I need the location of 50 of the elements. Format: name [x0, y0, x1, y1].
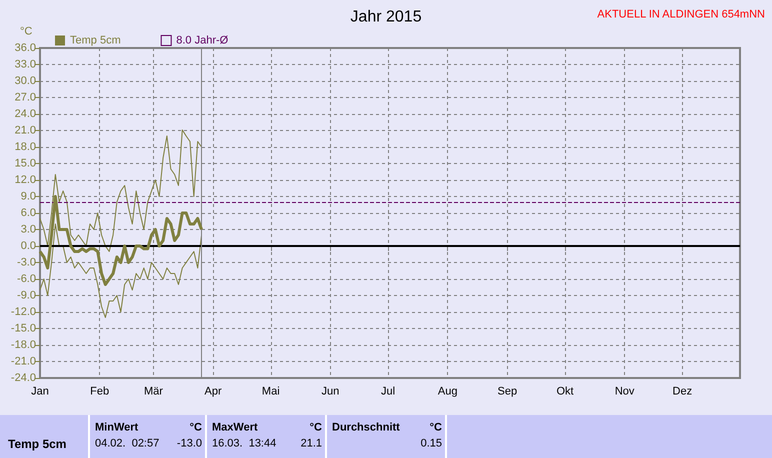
text: 16.03. 13:44 [212, 438, 276, 450]
text: °C [430, 422, 442, 434]
text: MaxWert [212, 422, 258, 434]
y-tick-label: 12.0 [14, 174, 36, 186]
text: 04.02. 02:57 [95, 438, 160, 450]
x-tick-label: Mai [262, 386, 280, 398]
x-tick-label: Jan [31, 386, 49, 398]
y-tick-label: 0.0 [20, 240, 36, 252]
y-tick-label: -6.0 [17, 273, 36, 285]
x-tick-label: Okt [556, 386, 574, 398]
y-tick-label: 27.0 [14, 92, 36, 104]
text: °C [310, 422, 322, 434]
y-tick-label: -15.0 [10, 322, 36, 334]
legend-label: Temp 5cm [70, 34, 121, 46]
x-tick-label: Jun [322, 386, 340, 398]
text: MinWert [95, 422, 139, 434]
y-tick-label: -18.0 [10, 339, 36, 351]
y-tick-label: 21.0 [14, 124, 36, 136]
text: AKTUELL IN ALDINGEN 654mNN [597, 8, 766, 20]
x-tick-label: Feb [90, 386, 110, 398]
y-axis-title: °C [20, 26, 32, 38]
y-tick-label: -12.0 [10, 306, 36, 318]
text: Temp 5cm [8, 437, 66, 451]
x-tick-label: Aug [438, 386, 458, 398]
chart-title: Jahr 2015 [350, 8, 422, 26]
y-tick-label: 9.0 [20, 190, 36, 202]
y-tick-label: -21.0 [10, 356, 36, 368]
text: 0.15 [420, 438, 442, 450]
x-tick-label: Apr [204, 386, 222, 398]
text: -13.0 [176, 438, 202, 450]
y-tick-label: 15.0 [14, 158, 36, 170]
x-tick-label: Dez [672, 386, 692, 398]
x-tick-label: Nov [614, 386, 635, 398]
y-tick-label: 3.0 [20, 224, 36, 236]
text: Durchschnitt [332, 422, 400, 434]
y-tick-label: -9.0 [17, 290, 36, 302]
y-tick-label: -24.0 [10, 372, 36, 384]
y-tick-label: 33.0 [14, 58, 36, 70]
text: °C [190, 422, 202, 434]
y-tick-label: -3.0 [17, 256, 36, 268]
x-tick-label: Mär [144, 386, 164, 398]
y-tick-label: 18.0 [14, 141, 36, 153]
text: 21.1 [300, 438, 322, 450]
y-tick-label: 6.0 [20, 207, 36, 219]
legend-label: 8.0 Jahr-Ø [176, 34, 229, 46]
x-tick-label: Jul [381, 386, 396, 398]
x-tick-label: Sep [498, 386, 518, 398]
y-tick-label: 30.0 [14, 75, 36, 87]
y-tick-label: 36.0 [14, 42, 36, 54]
y-tick-label: 24.0 [14, 108, 36, 120]
